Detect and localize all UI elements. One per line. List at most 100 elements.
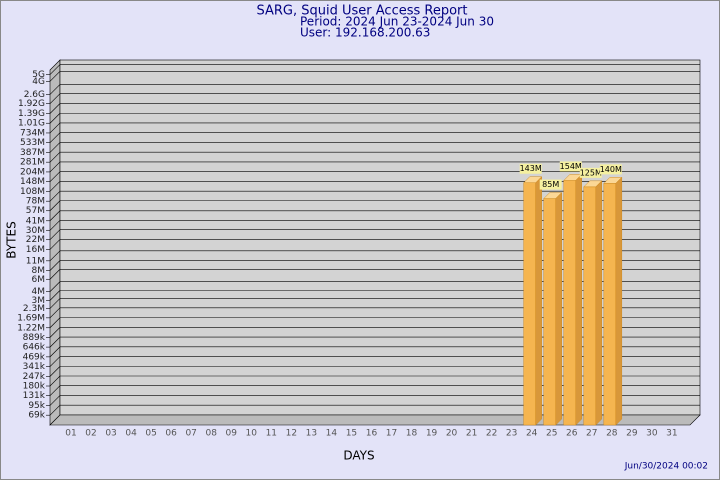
x-tick-label: 08 <box>205 429 217 439</box>
y-tick-label: 78M <box>26 197 45 207</box>
grid-line <box>49 298 61 309</box>
x-tick-label: 02 <box>85 429 96 439</box>
grid-line <box>49 250 61 262</box>
x-tick-label: 18 <box>406 429 418 439</box>
grid-line <box>49 71 61 82</box>
x-tick-label: 24 <box>526 429 538 439</box>
chart-subtitle: Period: 2024 Jun 23-2024 Jun 30 <box>300 15 494 29</box>
x-tick-label: 12 <box>286 429 297 439</box>
grid-line <box>49 260 61 271</box>
y-tick-label: 131k <box>23 391 46 401</box>
y-tick-label: 5G <box>32 70 45 80</box>
x-tick-label: 27 <box>586 429 597 439</box>
x-tick-label: 05 <box>145 429 156 439</box>
grid-line <box>49 103 61 114</box>
bar <box>583 186 597 426</box>
x-tick-label: 17 <box>386 429 397 439</box>
y-tick-label: 1.01G <box>18 119 45 129</box>
y-tick-label: 2.3M <box>23 304 45 314</box>
grid-line <box>49 269 61 280</box>
y-tick-label: 1.22M <box>17 323 45 333</box>
bar <box>603 183 617 426</box>
x-axis-label: DAYS <box>343 449 374 463</box>
value-label-box <box>559 161 582 172</box>
y-tick-label: 469k <box>23 352 46 362</box>
x-tick-label: 14 <box>326 429 338 439</box>
y-tick-label: 108M <box>20 187 45 197</box>
y-tick-label: 180k <box>23 382 46 392</box>
x-tick-label: 31 <box>666 429 677 439</box>
grid-line <box>49 307 61 319</box>
grid-line <box>49 229 61 240</box>
bar <box>543 198 556 426</box>
y-tick-label: 69k <box>28 411 45 421</box>
grid-line <box>49 181 61 192</box>
y-tick-label: 247k <box>23 372 46 382</box>
x-tick-label: 19 <box>426 429 438 439</box>
x-tick-label: 13 <box>306 429 317 439</box>
floor <box>49 414 701 426</box>
grid-line <box>49 404 61 416</box>
grid-line <box>49 239 61 250</box>
value-label: 85M <box>542 180 559 189</box>
y-tick-label: 734M <box>20 128 45 138</box>
x-tick-label: 29 <box>626 429 638 439</box>
x-tick-label: 26 <box>566 429 578 439</box>
y-tick-label: 341k <box>23 362 46 372</box>
y-tick-label: 4M <box>32 287 46 297</box>
x-tick-label: 07 <box>185 429 196 439</box>
grid-line <box>49 122 61 134</box>
y-tick-label: 533M <box>20 138 45 148</box>
value-label: 125M <box>580 168 602 177</box>
value-label-box <box>539 179 562 190</box>
bar <box>523 182 536 426</box>
grid-line <box>49 171 61 182</box>
y-tick-label: 57M <box>26 206 45 216</box>
grid-line <box>49 84 61 95</box>
x-tick-label: 04 <box>125 429 137 439</box>
y-tick-label: 148M <box>20 177 45 187</box>
y-tick-label: 95k <box>28 401 45 411</box>
grid-line <box>49 375 61 387</box>
y-tick-label: 30M <box>26 226 45 236</box>
y-tick-label: 4G <box>32 77 45 87</box>
grid-line <box>49 281 61 292</box>
x-tick-label: 15 <box>346 429 357 439</box>
grid-line <box>49 190 61 202</box>
y-tick-label: 1.39G <box>18 109 45 119</box>
grid-line <box>49 132 61 143</box>
value-label-box <box>599 164 622 175</box>
x-tick-label: 01 <box>65 429 76 439</box>
grid-line <box>49 366 61 377</box>
chart-title: SARG, Squid User Access Report <box>257 4 468 19</box>
grid-line <box>49 113 61 124</box>
grid-line <box>49 395 61 406</box>
value-label: 143M <box>520 164 542 173</box>
bar-side <box>575 173 582 426</box>
x-tick-label: 16 <box>366 429 378 439</box>
grid-line <box>49 210 61 221</box>
y-tick-label: 8M <box>32 266 46 276</box>
bar-side <box>555 191 562 426</box>
value-label-box <box>579 167 602 178</box>
grid-line <box>49 336 61 348</box>
value-label: 140M <box>600 165 622 174</box>
grid-line <box>49 290 61 301</box>
bar-side <box>615 176 623 426</box>
grid-line <box>49 346 61 358</box>
y-tick-label: 6M <box>32 275 46 285</box>
x-tick-label: 25 <box>546 429 557 439</box>
grid-line <box>49 161 61 173</box>
grid-line <box>49 64 61 75</box>
x-tick-label: 06 <box>165 429 177 439</box>
y-tick-label: 204M <box>20 167 45 177</box>
y-tick-label: 1.69M <box>17 313 45 323</box>
x-tick-label: 21 <box>466 429 477 439</box>
bar-side <box>595 180 603 426</box>
grid-line <box>49 200 61 211</box>
x-tick-label: 22 <box>486 429 497 439</box>
grid-line <box>49 385 61 396</box>
y-tick-label: 1.92G <box>18 99 45 109</box>
bar-side <box>535 176 542 426</box>
value-label: 154M <box>560 162 582 171</box>
